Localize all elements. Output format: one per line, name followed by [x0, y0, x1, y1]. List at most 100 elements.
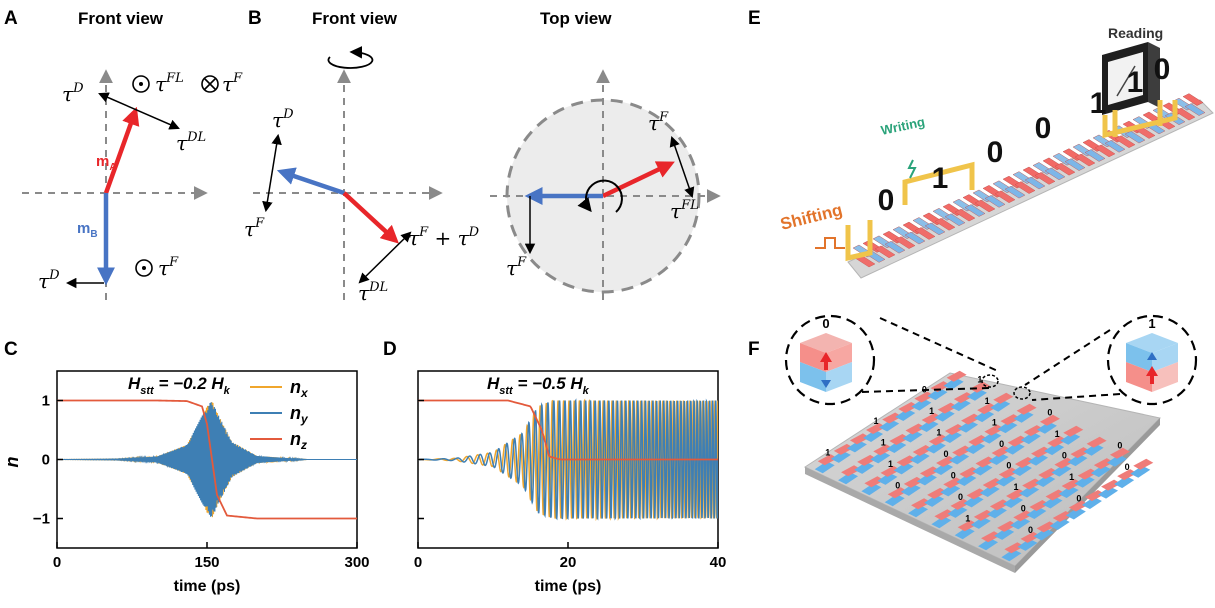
cell-blue [918, 420, 939, 433]
cell-blue [879, 419, 900, 432]
cell-blue [1020, 432, 1041, 445]
into-plane-cross-icon [201, 75, 219, 93]
cell-red [882, 412, 903, 424]
meter-face [1108, 52, 1143, 105]
cell-blue [1106, 454, 1127, 467]
cell-blue [1130, 465, 1151, 478]
writing-pulse-icon [907, 159, 917, 179]
cell-blue [1060, 432, 1081, 445]
shifting-pulse-icon [815, 237, 845, 249]
cell-blue [863, 429, 884, 442]
cell-red [1117, 469, 1138, 481]
cell-blue [1001, 549, 1022, 562]
cell-red [984, 424, 1005, 436]
cell-red [1038, 468, 1059, 480]
cell-blue [986, 506, 1007, 519]
cell-blue [956, 473, 977, 486]
zoom-cell-right: 1 [1024, 314, 1198, 406]
cell-blue [981, 431, 1002, 444]
cell-blue [909, 451, 930, 464]
a-tau-d-top: τD [62, 81, 84, 106]
a-tau-f-out: τF [158, 255, 179, 280]
cell-bit: 1 [929, 406, 934, 416]
track-stripe [1124, 130, 1146, 144]
cell-bit: 0 [944, 449, 949, 459]
cell-blue [1044, 443, 1065, 456]
cell-red [928, 434, 949, 446]
cell-blue [1033, 528, 1054, 541]
cell-red [1016, 403, 1037, 415]
cell-red [1086, 436, 1107, 448]
cell-red [937, 402, 958, 414]
cell-bit: 0 [1006, 461, 1011, 471]
cell-bit: 1 [985, 396, 990, 406]
writing-contact [902, 161, 975, 205]
cell-blue [1090, 465, 1111, 478]
cell-red [1000, 414, 1021, 426]
cell-red [997, 520, 1018, 532]
cell-bit: 1 [1055, 429, 1060, 439]
x-tick-label: 300 [344, 554, 369, 571]
track-stripe [914, 227, 936, 240]
track-stripe [904, 231, 926, 245]
b-torque-fd-dl-arrow [358, 231, 412, 284]
zoom-line [1031, 393, 1121, 401]
x-tick-label: 150 [194, 554, 219, 571]
cell-blue [861, 483, 882, 496]
cell-red [864, 476, 885, 488]
cell-blue [979, 484, 1000, 497]
panel-f: F 101100100101100101010110100 0 [748, 314, 1198, 573]
top-tau-f: τF [648, 110, 669, 135]
chart-d-axes: 0 20 40 [414, 399, 726, 571]
reading-label: Reading [1108, 25, 1163, 41]
panel-c-label: C [4, 339, 18, 360]
chart-c-ylabel: n [2, 457, 22, 468]
track-stripe [1034, 172, 1056, 185]
cell-blue [900, 483, 921, 496]
track-stripe [934, 218, 956, 231]
cell-red [903, 476, 924, 488]
cell-red [1023, 425, 1044, 437]
track-stripe [964, 204, 986, 217]
cell-red [833, 443, 854, 455]
cell-blue [974, 410, 995, 423]
series-ny-line [418, 398, 718, 521]
cell-red [896, 455, 917, 467]
chart-c-xlabel: time (ps) [174, 578, 241, 595]
cell-bit: 1 [992, 418, 997, 428]
a-torque-d-dl-arrow [98, 92, 180, 130]
cell-red [911, 498, 932, 510]
cell-blue [943, 377, 964, 390]
ma-label: mA [96, 153, 117, 173]
cell-red [961, 413, 982, 425]
track-stripe [1064, 158, 1086, 171]
cell-blue [972, 463, 993, 476]
cell-red [1063, 425, 1084, 437]
panel-a: A Front view mA mB τD τFL τF τDL τD τF [4, 8, 243, 300]
cell-blue [911, 398, 932, 411]
track-stripe [894, 236, 916, 249]
cell-red [866, 422, 887, 434]
top-tau-f-bottom: τF [506, 255, 527, 280]
cube-blue-left [1126, 343, 1152, 372]
cell-bit: 0 [1076, 494, 1081, 504]
cell-red [1084, 490, 1105, 502]
cell-blue [1019, 485, 1040, 498]
cell-red [857, 454, 878, 466]
cell-red [952, 445, 973, 457]
cell-red [982, 477, 1003, 489]
writing-label: Writing [880, 114, 927, 138]
cell-bit: 1 [881, 437, 886, 447]
cell-blue [893, 462, 914, 475]
cell-blue [902, 430, 923, 443]
panel-b-front-title: Front view [312, 9, 398, 28]
substrate-edge-left [805, 467, 1015, 573]
cell-red [912, 444, 933, 456]
y-tick-label: 0 [42, 452, 50, 469]
track-stripe [1104, 140, 1126, 153]
zoom-line [879, 317, 1001, 373]
cell-bit: 1 [965, 513, 970, 523]
track-stripe [1004, 185, 1026, 199]
cell-blue [1010, 517, 1031, 530]
panel-d-label: D [383, 339, 397, 360]
